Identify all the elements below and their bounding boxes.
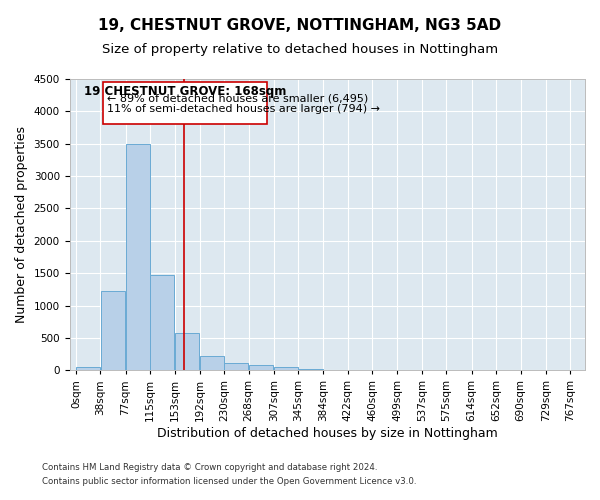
Bar xyxy=(126,144,150,370)
Bar xyxy=(200,356,224,370)
X-axis label: Distribution of detached houses by size in Nottingham: Distribution of detached houses by size … xyxy=(157,427,497,440)
Bar xyxy=(274,367,298,370)
Y-axis label: Number of detached properties: Number of detached properties xyxy=(15,126,28,323)
Bar xyxy=(150,275,175,370)
Bar xyxy=(298,369,323,370)
Text: Contains HM Land Registry data © Crown copyright and database right 2024.: Contains HM Land Registry data © Crown c… xyxy=(42,464,377,472)
Bar xyxy=(103,82,266,124)
Bar xyxy=(224,362,248,370)
Bar xyxy=(101,290,125,370)
Text: Size of property relative to detached houses in Nottingham: Size of property relative to detached ho… xyxy=(102,42,498,56)
Text: 11% of semi-detached houses are larger (794) →: 11% of semi-detached houses are larger (… xyxy=(107,104,380,114)
Bar xyxy=(175,332,199,370)
Bar xyxy=(249,365,273,370)
Text: Contains public sector information licensed under the Open Government Licence v3: Contains public sector information licen… xyxy=(42,477,416,486)
Bar xyxy=(76,368,100,370)
Text: 19, CHESTNUT GROVE, NOTTINGHAM, NG3 5AD: 19, CHESTNUT GROVE, NOTTINGHAM, NG3 5AD xyxy=(98,18,502,32)
Text: 19 CHESTNUT GROVE: 168sqm: 19 CHESTNUT GROVE: 168sqm xyxy=(83,85,286,98)
Text: ← 89% of detached houses are smaller (6,495): ← 89% of detached houses are smaller (6,… xyxy=(107,94,368,104)
